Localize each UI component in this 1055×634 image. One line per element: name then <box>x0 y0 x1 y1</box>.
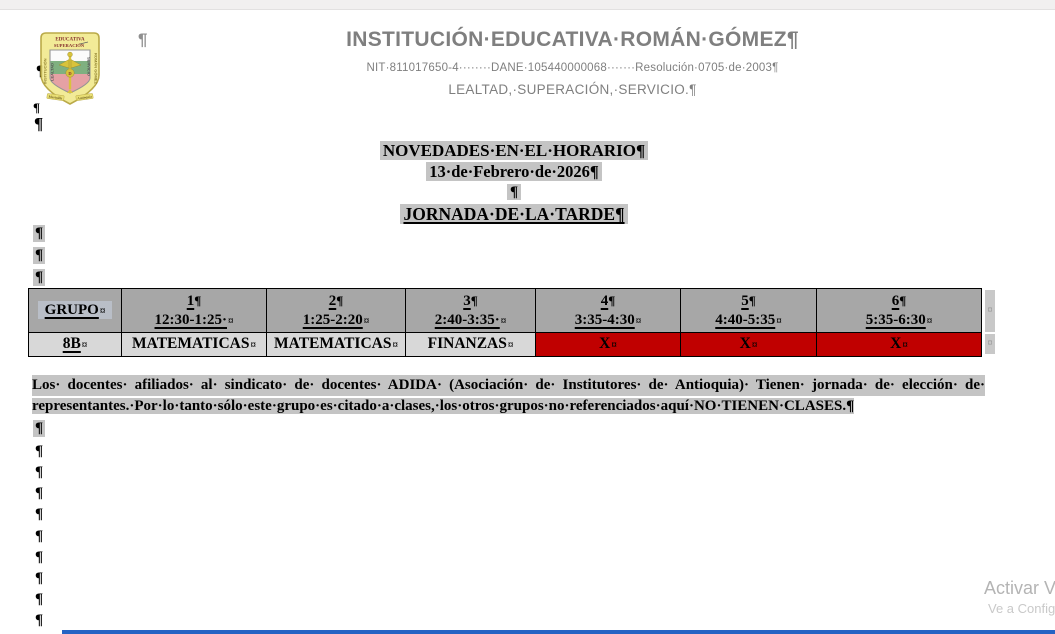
header-cell-grupo: GRUPO¤ <box>28 288 122 333</box>
notice-paragraph: Los· docentes· afiliados· al· sindicato·… <box>32 375 985 417</box>
subject-cell: FINANZAS¤ <box>405 332 536 357</box>
header-cell-period-4: 4¶ 3:35-4:30¤ <box>535 288 681 333</box>
subject-cell: MATEMATICAS¤ <box>266 332 406 357</box>
school-crest-logo: EDUCATIVA SUPERACIÓN D INSTITUCIÓN LEALT… <box>40 32 100 105</box>
no-class-cell: X¤ <box>535 332 681 357</box>
pilcrow-mark: ¶ <box>35 528 44 544</box>
schedule-header-row: GRUPO¤ 1¶ 12:30-1:25·¤ 2¶ 1:25-2:20¤ 3¶ … <box>28 288 982 333</box>
header-cell-period-1: 1¶ 12:30-1:25·¤ <box>121 288 267 333</box>
pilcrow-mark: ¶ <box>35 591 44 607</box>
notice-shift: JORNADA·DE·LA·TARDE¶ <box>28 204 1000 225</box>
pilcrow-mark: ¶ <box>35 612 44 628</box>
svg-text:EDUCATIVA: EDUCATIVA <box>55 38 85 43</box>
pilcrow-mark: ¶ <box>35 549 44 565</box>
schedule-group-row: 8B¤ MATEMATICAS¤ MATEMATICAS¤ FINANZAS¤ … <box>28 332 982 357</box>
svg-text:INSTITUCIÓN: INSTITUCIÓN <box>43 58 48 84</box>
header-cell-period-5: 5¶ 4:40-5:35¤ <box>680 288 817 333</box>
svg-text:Antioquia: Antioquia <box>77 95 92 101</box>
institution-title: INSTITUCIÓN·EDUCATIVA·ROMÁN·GÓMEZ¶ <box>346 28 799 51</box>
pilcrow-mark: ¶ <box>33 269 46 286</box>
windows-activation-watermark-line1: Activar V <box>984 578 1055 598</box>
pilcrow-mark: ¶ <box>35 443 44 459</box>
pilcrow-mark: ¶ <box>33 100 41 115</box>
pilcrow-mark: ¶ <box>35 464 44 480</box>
pilcrow-mark: ¶ <box>33 247 46 264</box>
taskbar-edge <box>62 630 1055 634</box>
subject-cell: MATEMATICAS¤ <box>121 332 267 357</box>
institution-motto: LEALTAD,·SUPERACIÓN,·SERVICIO.¶ <box>448 82 697 97</box>
pilcrow-mark: ¶ <box>35 506 44 522</box>
group-cell: 8B¤ <box>28 332 122 357</box>
letterhead: INSTITUCIÓN·EDUCATIVA·ROMÁN·GÓMEZ¶ NIT·8… <box>140 28 1005 97</box>
schedule-table: GRUPO¤ 1¶ 12:30-1:25·¤ 2¶ 1:25-2:20¤ 3¶ … <box>28 288 982 357</box>
pilcrow-mark: ¶ <box>34 114 44 133</box>
svg-text:LEALTAD: LEALTAD <box>50 63 55 81</box>
svg-text:SUPERACIÓN: SUPERACIÓN <box>54 43 85 48</box>
notice-title: NOVEDADES·EN·EL·HORARIO¶ <box>28 141 1000 161</box>
notice-paragraph-line1: Los· docentes· afiliados· al· sindicato·… <box>32 375 985 396</box>
institution-nit-line: NIT·811017650-4········DANE·105440000068… <box>366 62 779 74</box>
svg-text:SERVICIO: SERVICIO <box>87 57 92 76</box>
row-end-marker: ¤ <box>985 290 995 332</box>
svg-text:D: D <box>68 71 72 76</box>
pilcrow-mark: ¶ <box>33 420 46 437</box>
row-end-marker: ¤ <box>985 334 995 354</box>
pilcrow-mark: ¶ <box>138 30 148 49</box>
pilcrow-mark: ¶ <box>36 63 45 79</box>
notice-pilcrow: ¶ <box>28 184 1000 201</box>
pilcrow-mark: ¶ <box>35 485 44 501</box>
header-cell-period-6: 6¶ 5:35-6:30¤ <box>816 288 982 333</box>
header-cell-period-2: 2¶ 1:25-2:20¤ <box>266 288 406 333</box>
no-class-cell: X¤ <box>680 332 817 357</box>
window-top-strip <box>0 0 1055 10</box>
svg-text:Marinilla: Marinilla <box>48 95 62 101</box>
header-cell-period-3: 3¶ 2:40-3:35·¤ <box>405 288 536 333</box>
svg-text:ROMÁN GÓMEZ: ROMÁN GÓMEZ <box>94 53 99 84</box>
notice-date: 13·de·Febrero·de·2026¶ <box>28 162 1000 182</box>
windows-activation-watermark-line2: Ve a Config <box>988 601 1055 616</box>
pilcrow-mark: ¶ <box>33 225 46 242</box>
no-class-cell: X¤ <box>816 332 982 357</box>
notice-paragraph-line2: representantes.·Por·lo·tanto·sólo·este·g… <box>32 398 855 414</box>
pilcrow-mark: ¶ <box>35 570 44 586</box>
